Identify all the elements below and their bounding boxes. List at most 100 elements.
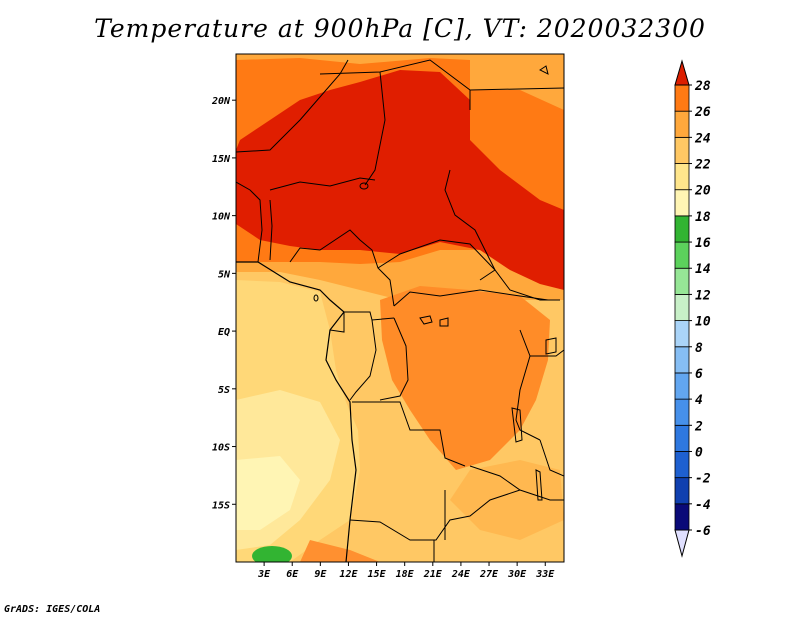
field-south-east-patch [450,460,564,540]
field-south-patch [300,540,380,562]
border-niger-chad [364,71,386,186]
lon-tick-label: 3E [257,569,271,580]
lon-tick-label: 30E [507,569,527,580]
border-angola-namibia [349,489,521,541]
colorbar-label: 26 [694,105,711,120]
border-gabon-cameroon [344,311,395,321]
grads-credit: GrADS: IGES/COLA [4,604,101,615]
field-ocean-16-18 [236,456,300,530]
field-cold-spot [252,546,292,562]
border-angola-drc [352,401,466,467]
colorbar-label: -4 [695,498,711,513]
colorbar-label: -2 [695,472,711,487]
colorbar-label: 6 [695,367,703,382]
lon-tick-label: 24E [451,569,471,580]
colorbar-box [674,477,690,505]
colorbar-label: 10 [695,315,711,330]
lat-tick-label: EQ [218,327,230,338]
lat-tick-label: 15N [212,154,231,165]
border-tanzania-malawi [539,439,564,477]
colorbar-label: 0 [695,445,703,460]
lat-tick-label: 20N [211,96,231,107]
lake-nasser [539,65,549,75]
border-chad-sudan [444,169,496,281]
lon-tick-label: 18E [396,569,415,580]
border-uganda-kenya [530,349,564,357]
colorbar-label: 22 [694,158,711,173]
lake-victoria [545,337,557,355]
border-nigeria-cameroon [289,229,395,307]
temperature-field [236,54,564,562]
colorbar-box [674,346,690,374]
lake-chad [359,182,369,190]
border-niger-nigeria [269,177,376,191]
lon-tick-label: 33E [535,569,555,580]
colorbar-box [674,163,690,191]
border-zambia-zimbabwe [469,465,564,501]
island-bioko [313,294,319,302]
lon-tick-label: 21E [423,569,443,580]
lon-tick-label: 9E [314,569,327,580]
lake-small-2 [439,317,449,327]
lon-tick-label: 6E [286,569,299,580]
colorbar-label: 2 [694,419,703,434]
colorbar-box [674,215,690,243]
colorbar-box [674,398,690,426]
colorbar-over-triangle [674,59,690,86]
colorbar-box [674,503,690,531]
border-great-lakes [515,329,541,441]
lat-tick-label: 10N [212,212,231,223]
colorbar-box [674,136,690,164]
lon-tick-label: 15E [368,569,387,580]
lake-tanganyika [511,407,523,443]
longitude-axis: 3E 6E 9E 12E 15E 18E 21E 24E 27E 30E 33E [257,562,555,580]
colorbar-box [674,451,690,479]
lat-tick-label: 5N [218,269,231,280]
colorbar-box [674,110,690,138]
colorbar-label: 20 [694,184,711,199]
colorbar-label: 14 [695,262,711,277]
colorbar-box [674,424,690,452]
colorbar-box [674,241,690,269]
border-niger-libya [319,59,471,110]
lat-tick-label: 5S [218,385,230,396]
border-burkina-ghana [236,181,263,263]
colorbar-label: 16 [695,236,711,251]
colorbar-box [674,84,690,112]
colorbar-box [674,189,690,217]
colorbar-label: 12 [695,288,711,303]
colorbar-label: 24 [694,131,711,146]
field-core-28plus [236,70,564,290]
country-borders [236,59,564,562]
colorbar-label: 4 [695,393,703,408]
colorbar-label: -6 [695,524,711,539]
colorbar-label: 28 [694,79,711,94]
lon-tick-label: 27E [479,569,499,580]
colorbar-box [674,320,690,348]
colorbar-label: 8 [695,341,703,356]
colorbar-box [674,372,690,400]
coastline [236,261,357,562]
lat-tick-label: 10S [212,443,230,454]
latitude-axis: 20N 15N 10N 5N EQ 5S 10S 15S [211,96,236,511]
field-central-24-26 [380,286,550,470]
colorbar-under-triangle [674,529,690,558]
colorbar-label: 18 [695,210,711,225]
border-congo-drc [379,317,409,401]
lake-small-1 [419,315,433,325]
chart-title: Temperature at 900hPa [C], VT: 202003230… [94,14,706,43]
border-libya-sudan [469,87,564,91]
lake-malawi [535,469,543,501]
border-gabon-congo [349,319,377,401]
map-frame [235,53,565,563]
lat-tick-label: 15S [212,500,230,511]
border-car-drc [393,289,549,307]
border-eq-guinea [329,312,345,333]
border-mali-algeria [236,59,349,153]
colorbar-box [674,267,690,295]
colorbar-box [674,294,690,321]
border-benin-togo [269,199,273,261]
lon-tick-label: 12E [339,569,358,580]
